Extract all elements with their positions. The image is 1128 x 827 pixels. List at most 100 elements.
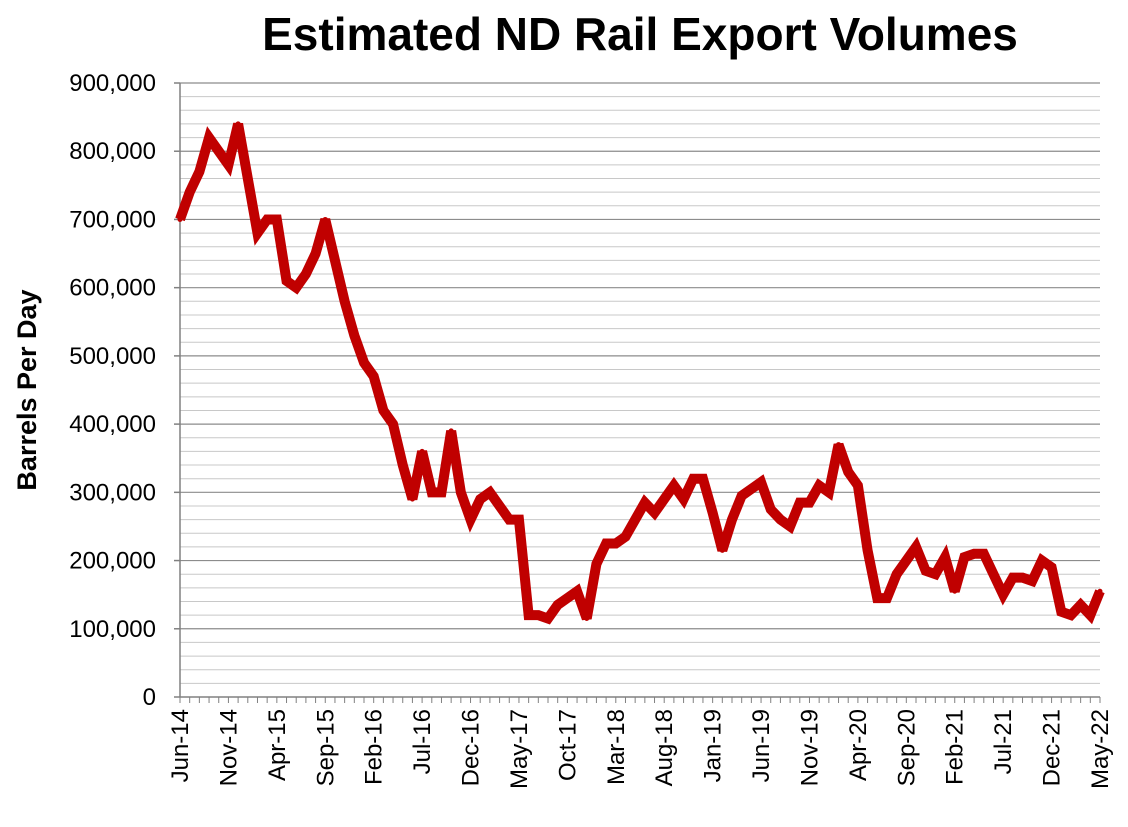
data-point <box>535 612 541 618</box>
data-point <box>303 271 309 277</box>
data-point <box>690 476 696 482</box>
data-point <box>710 510 716 516</box>
data-point <box>313 251 319 257</box>
x-tick-label: Feb-21 <box>942 709 969 785</box>
data-point <box>923 568 929 574</box>
data-point <box>245 176 251 182</box>
data-point <box>603 541 609 546</box>
data-point <box>351 332 357 338</box>
x-tick-label: Jan-19 <box>700 709 727 782</box>
data-point <box>419 448 425 454</box>
x-tick-label: Jul-21 <box>990 709 1017 774</box>
data-point <box>671 483 677 489</box>
x-tick-label: Aug-18 <box>651 709 678 786</box>
y-tick-label: 800,000 <box>69 138 156 165</box>
data-point <box>342 298 348 304</box>
data-point <box>1010 575 1016 581</box>
data-point <box>477 496 483 502</box>
data-point <box>777 517 783 523</box>
x-tick-label: Sep-15 <box>312 709 339 786</box>
data-point <box>1078 602 1084 608</box>
data-point <box>981 551 987 557</box>
x-tick-label: Jul-16 <box>409 709 436 774</box>
data-series <box>175 121 1105 625</box>
x-tick-label: May-17 <box>506 709 533 789</box>
data-point <box>555 602 561 608</box>
x-tick-label: Jun-19 <box>748 709 775 782</box>
data-point <box>913 544 919 550</box>
data-point <box>894 571 900 577</box>
data-point <box>661 496 667 502</box>
data-point <box>952 588 958 594</box>
data-point <box>865 547 871 553</box>
data-point <box>826 489 832 495</box>
data-point <box>903 558 909 564</box>
data-point <box>293 285 299 291</box>
data-point <box>254 230 260 236</box>
data-point <box>284 278 290 284</box>
data-point <box>322 216 328 222</box>
x-tick-label: Dec-16 <box>458 709 485 786</box>
data-point <box>961 554 967 560</box>
data-point <box>264 216 270 222</box>
x-tick-label: Apr-20 <box>845 709 872 781</box>
data-point <box>652 510 658 516</box>
data-point <box>797 500 803 506</box>
data-point <box>274 216 280 222</box>
data-point <box>487 489 493 495</box>
data-point <box>816 483 822 489</box>
data-point <box>526 612 532 618</box>
x-tick-label: Nov-19 <box>796 709 823 786</box>
y-axis-ticks: 0 100,000 200,000 300,000 400,000 500,000 600,… <box>69 70 180 711</box>
data-point <box>458 489 464 495</box>
data-point <box>593 561 599 567</box>
data-point <box>1087 612 1093 618</box>
data-point <box>642 500 648 506</box>
data-point <box>235 121 241 127</box>
data-point <box>874 595 880 601</box>
data-point <box>932 571 938 577</box>
data-point <box>1068 612 1074 618</box>
data-point <box>719 547 725 553</box>
data-point <box>332 257 338 263</box>
data-point <box>1097 588 1103 594</box>
data-point <box>758 479 764 485</box>
data-point <box>448 428 454 434</box>
data-point <box>400 462 406 468</box>
x-tick-label: Oct-17 <box>554 709 581 781</box>
y-axis-label: Barrels Per Day <box>12 289 42 490</box>
data-point <box>574 588 580 594</box>
data-point <box>225 162 231 168</box>
y-tick-label: 700,000 <box>69 206 156 233</box>
data-point <box>409 496 415 502</box>
data-point <box>729 517 735 523</box>
y-tick-label: 200,000 <box>69 548 156 575</box>
data-point <box>971 551 977 557</box>
data-point <box>564 595 570 601</box>
x-axis-ticks: Jun-14 Nov-14 Apr-15 Sep-15 Feb-16 Jul-16 Dec-… <box>167 697 1114 789</box>
data-point <box>497 503 503 509</box>
y-tick-label: 900,000 <box>69 70 156 97</box>
x-tick-label: Feb-16 <box>361 709 388 785</box>
x-tick-label: May-22 <box>1087 709 1114 789</box>
data-point <box>845 469 851 475</box>
y-tick-label: 500,000 <box>69 343 156 370</box>
data-point <box>884 595 890 601</box>
data-point <box>1000 592 1006 598</box>
y-tick-label: 300,000 <box>69 479 156 506</box>
y-tick-label: 400,000 <box>69 411 156 438</box>
data-point <box>613 541 619 546</box>
data-point <box>196 169 202 175</box>
data-point <box>177 216 183 222</box>
data-point <box>1039 558 1045 564</box>
data-point <box>681 496 687 502</box>
data-point <box>584 616 590 622</box>
data-point <box>187 189 193 195</box>
chart-title: Estimated ND Rail Export Volumes <box>262 8 1018 60</box>
data-point <box>739 493 745 499</box>
data-point <box>787 523 793 529</box>
data-point <box>1058 609 1064 615</box>
data-point <box>1049 564 1055 570</box>
series-line <box>175 122 1105 625</box>
